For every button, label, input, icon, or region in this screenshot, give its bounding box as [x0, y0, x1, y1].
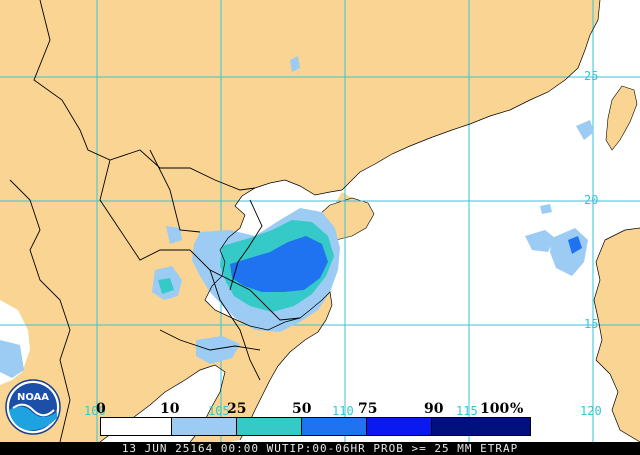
luzon-island	[594, 228, 640, 442]
legend-tick-75: 75	[358, 401, 378, 417]
noaa-logo: NOAA	[5, 379, 61, 435]
legend-tick-0: 0	[96, 401, 106, 417]
legend-tick-25: 25	[227, 401, 247, 417]
legend-bin-75-90	[366, 417, 432, 436]
legend-bin-0-10	[100, 417, 172, 436]
legend-tick-90: 90	[424, 401, 444, 417]
caption-bar: 13 JUN 25164 00:00 WUTIP:00-06HR PROB >=…	[0, 442, 640, 455]
coastline	[99, 0, 640, 443]
land-mainland	[0, 0, 600, 442]
lon-label-110: 110	[332, 404, 354, 418]
lat-label-15: 15	[584, 317, 599, 331]
lon-label-105: 105	[208, 404, 230, 418]
lon-label-120: 120	[580, 404, 602, 418]
legend-bin-90-100	[431, 417, 531, 436]
lat-label-20: 20	[584, 193, 599, 207]
prob-50-75	[230, 236, 582, 292]
lon-label-100: 100	[84, 404, 106, 418]
svg-text:NOAA: NOAA	[17, 392, 49, 403]
legend-bin-50-75	[301, 417, 367, 436]
legend-tick-100: 100	[480, 401, 510, 417]
taiwan-island	[605, 85, 638, 151]
country-borders	[9, 0, 301, 443]
graticule	[0, 0, 640, 442]
legend-bin-25-50	[236, 417, 302, 436]
legend-tick-50: 50	[292, 401, 312, 417]
legend-bin-10-25	[171, 417, 237, 436]
lon-label-115: 115	[456, 404, 478, 418]
legend-tick-10: 10	[160, 401, 180, 417]
lat-label-25: 25	[584, 69, 599, 83]
legend-unit: %	[510, 401, 524, 417]
probability-legend: 0 10 25 50 75 90 100 %	[96, 401, 531, 436]
